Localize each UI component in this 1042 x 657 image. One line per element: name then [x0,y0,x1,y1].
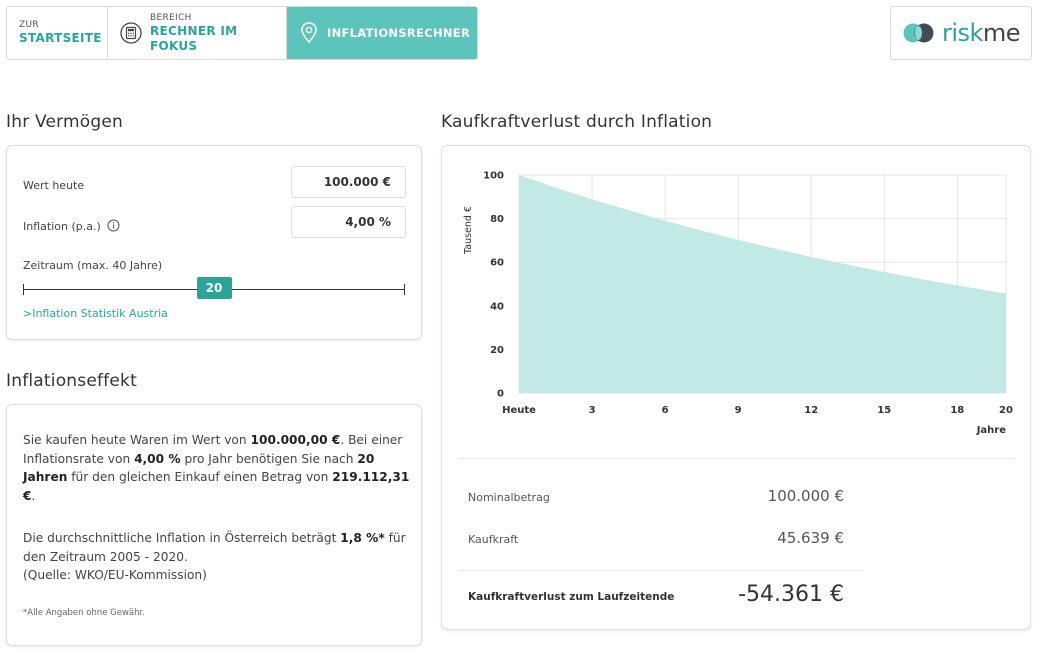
slider-track-left[interactable] [23,289,197,290]
slider-track-right[interactable] [231,289,405,290]
chart-xtick-label: Heute [502,405,536,416]
vermoegen-heading: Ihr Vermögen [6,112,124,132]
inflationseffekt-card: Sie kaufen heute Waren im Wert von 100.0… [6,404,422,646]
chart-ytick-label: 40 [490,301,504,312]
top-navigation: ZUR STARTSEITE BEREICH RECHNER IM FOKUS [6,6,478,60]
inflationseffekt-heading: Inflationseffekt [6,371,137,391]
chart-ytick-label: 60 [490,258,504,269]
calculator-icon [120,22,142,44]
chart-ytick-label: 100 [483,171,504,182]
info-icon[interactable] [107,219,120,232]
slider-min-tick [23,284,24,295]
wert-heute-label: Wert heute [23,179,85,192]
kaufkraft-value: 45.639 € [777,529,844,547]
effekt-paragraph-1: Sie kaufen heute Waren im Wert von 100.0… [23,433,410,503]
chart-ytick-label: 80 [490,214,504,225]
slider-max-tick [404,284,405,295]
chart-ytick-label: 20 [490,345,504,356]
logo-circles-icon [903,23,934,43]
location-pin-icon [299,21,319,45]
inflation-statistik-link[interactable]: >Inflation Statistik Austria [23,307,168,320]
kaufkraft-label: Kaufkraft [468,533,519,546]
vermoegen-card: Wert heute 100.000 € Inflation (p.a.) 4,… [6,145,422,340]
effekt-paragraph-2: Die durchschnittliche Inflation in Öster… [23,531,406,582]
wert-heute-input[interactable]: 100.000 € [291,166,406,198]
summary-divider-top [458,458,1015,459]
nav-area-small: BEREICH [150,12,192,23]
zeitraum-label: Zeitraum (max. 40 Jahre) [23,259,163,272]
verlust-label: Kaufkraftverlust zum Laufzeitende [468,591,675,603]
kaufkraft-heading: Kaufkraftverlust durch Inflation [441,112,713,132]
chart-xtick-label: 9 [735,405,742,416]
nav-home-button[interactable]: ZUR STARTSEITE [7,7,108,59]
chart-xlabel: Jahre [976,425,1007,436]
chart-xtick-label: 3 [589,405,596,416]
kaufkraft-card: 0 20 40 60 80 100 Heute 3 6 9 12 15 18 20 Tausend € … [441,145,1031,630]
nav-inflationsrechner-tab[interactable]: INFLATIONSRECHNER [287,7,477,59]
nominal-label: Nominalbetrag [468,491,550,504]
logo-text: riskme [941,19,1021,47]
inflation-input[interactable]: 4,00 % [291,206,406,238]
nav-area-button[interactable]: BEREICH RECHNER IM FOKUS [108,7,287,59]
kaufkraft-area-series [519,175,1006,393]
nominal-value: 100.000 € [767,487,844,505]
verlust-value: -54.361 € [738,582,844,607]
chart-ytick-label: 0 [497,389,504,400]
chart-xtick-label: 6 [662,405,669,416]
chart-ylabel: Tausend € [463,206,474,255]
summary-divider-bottom [458,570,864,571]
chart-xtick-label: 12 [804,405,818,416]
zeitraum-slider-handle[interactable]: 20 [196,277,232,299]
chart-xtick-label: 18 [950,405,964,416]
nav-home-label: STARTSEITE [19,31,102,45]
effekt-footnote: *Alle Angaben ohne Gewähr. [23,608,145,618]
riskme-logo[interactable]: riskme [890,6,1032,60]
nav-area-label: RECHNER IM FOKUS [150,23,238,53]
inflation-label: Inflation (p.a.) [23,219,120,233]
chart-xtick-label: 15 [877,405,891,416]
nav-active-label: INFLATIONSRECHNER [327,25,471,40]
nav-home-small: ZUR [19,20,39,30]
chart-xtick-label: 20 [999,405,1013,416]
